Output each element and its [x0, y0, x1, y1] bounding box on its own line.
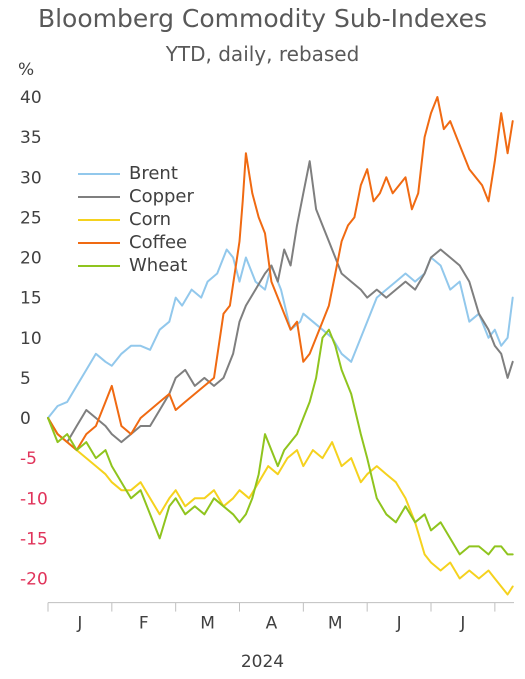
legend-swatch: [78, 264, 120, 267]
y-tick-label: 10: [20, 329, 42, 349]
legend-swatch: [78, 172, 120, 175]
series-line-wheat: [47, 328, 514, 556]
y-tick-label: 25: [20, 208, 42, 228]
legend-label: Coffee: [129, 232, 188, 253]
legend-swatch: [78, 195, 120, 198]
legend-item-corn: Corn: [78, 208, 194, 231]
series-line-corn: [47, 417, 514, 596]
y-tick-label: 15: [20, 289, 42, 309]
legend-label: Copper: [129, 186, 194, 207]
x-tick-label: J: [76, 614, 82, 634]
legend-swatch: [78, 218, 120, 221]
x-tick-label: F: [139, 614, 149, 634]
y-tick-label: 40: [20, 88, 42, 108]
y-tick-label: -20: [20, 570, 48, 590]
y-tick-label: 30: [20, 168, 42, 188]
x-tick-label: J: [459, 614, 465, 634]
series-line-copper: [47, 160, 514, 444]
y-tick-label: 20: [20, 249, 42, 269]
x-tick-label: M: [200, 614, 215, 634]
legend: Brent Copper Corn Coffee Wheat: [78, 162, 194, 277]
y-tick-label: 0: [20, 409, 31, 429]
legend-item-brent: Brent: [78, 162, 194, 185]
y-tick-label: -15: [20, 529, 48, 549]
y-tick-label: 35: [20, 128, 42, 148]
legend-item-coffee: Coffee: [78, 231, 194, 254]
x-tick-label: M: [328, 614, 343, 634]
legend-label: Corn: [129, 209, 172, 230]
chart-subtitle: YTD, daily, rebased: [165, 42, 360, 66]
series-line-brent: [47, 248, 514, 419]
x-tick-label: A: [266, 614, 278, 634]
x-axis-label: 2024: [240, 652, 285, 672]
legend-swatch: [78, 241, 120, 244]
legend-item-copper: Copper: [78, 185, 194, 208]
chart-title: Bloomberg Commodity Sub-Indexes: [37, 4, 488, 33]
x-tick-label: J: [396, 614, 402, 634]
y-tick-label: 5: [20, 369, 31, 389]
legend-item-wheat: Wheat: [78, 254, 194, 277]
y-axis-unit: %: [18, 60, 35, 80]
series-line-coffee: [47, 96, 514, 452]
y-tick-label: -5: [20, 449, 37, 469]
legend-label: Brent: [129, 163, 178, 184]
y-tick-label: -10: [20, 489, 48, 509]
legend-label: Wheat: [129, 255, 188, 276]
